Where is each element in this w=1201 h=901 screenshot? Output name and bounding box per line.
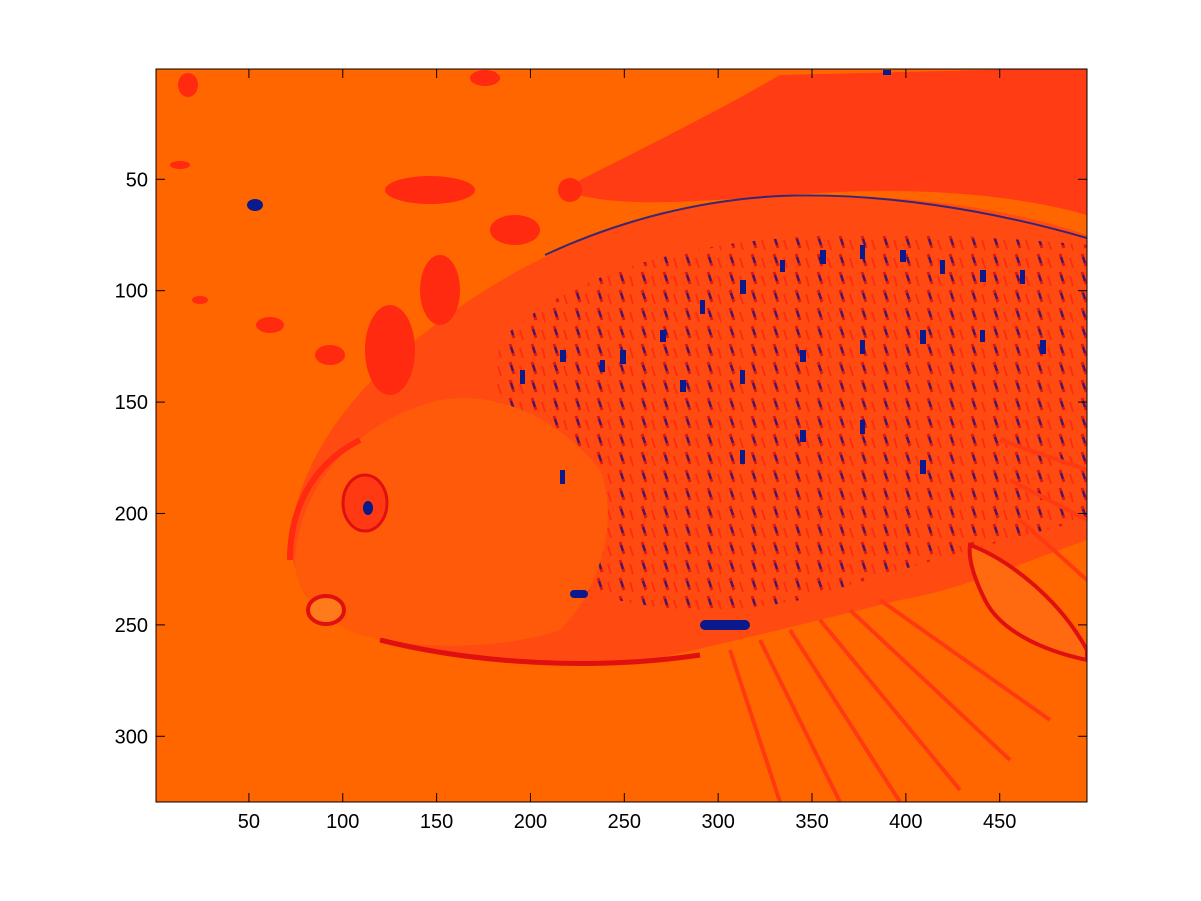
y-tick-label: 300: [115, 726, 148, 748]
back-edge: [544, 194, 1087, 256]
head-outline: [287, 437, 362, 561]
y-axis: 50 100 150 200 250 300: [115, 169, 1087, 748]
x-tick-label: 150: [420, 811, 453, 833]
x-tick-label: 400: [889, 811, 922, 833]
fish-mouth: [306, 594, 346, 626]
dark-spots: [520, 70, 1046, 630]
x-tick-label: 450: [983, 811, 1016, 833]
x-tick-label: 200: [514, 811, 547, 833]
fish-head: [295, 398, 608, 646]
y-tick-label: 150: [115, 392, 148, 414]
x-tick-label: 100: [326, 811, 359, 833]
x-tick-label: 250: [608, 811, 641, 833]
axes-frame: [155, 68, 1088, 803]
x-axis: 50 100 150 200 250 300 350 400 450: [238, 69, 1016, 833]
belly-edge: [379, 637, 701, 666]
y-tick-label: 200: [115, 503, 148, 525]
fish-scales: [496, 234, 1087, 610]
image-area: [156, 69, 1087, 802]
y-tick-label: 50: [126, 169, 148, 191]
x-tick-label: 350: [795, 811, 828, 833]
dorsal-fin: [560, 69, 1087, 215]
fish-pupil: [363, 501, 373, 515]
y-tick-label: 100: [115, 281, 148, 303]
tail-fin: [728, 438, 1087, 802]
x-tick-label: 300: [701, 811, 734, 833]
y-tick-label: 250: [115, 615, 148, 637]
x-tick-label: 50: [238, 811, 260, 833]
pectoral-fin: [967, 542, 1087, 663]
background-blobs: [170, 70, 582, 395]
